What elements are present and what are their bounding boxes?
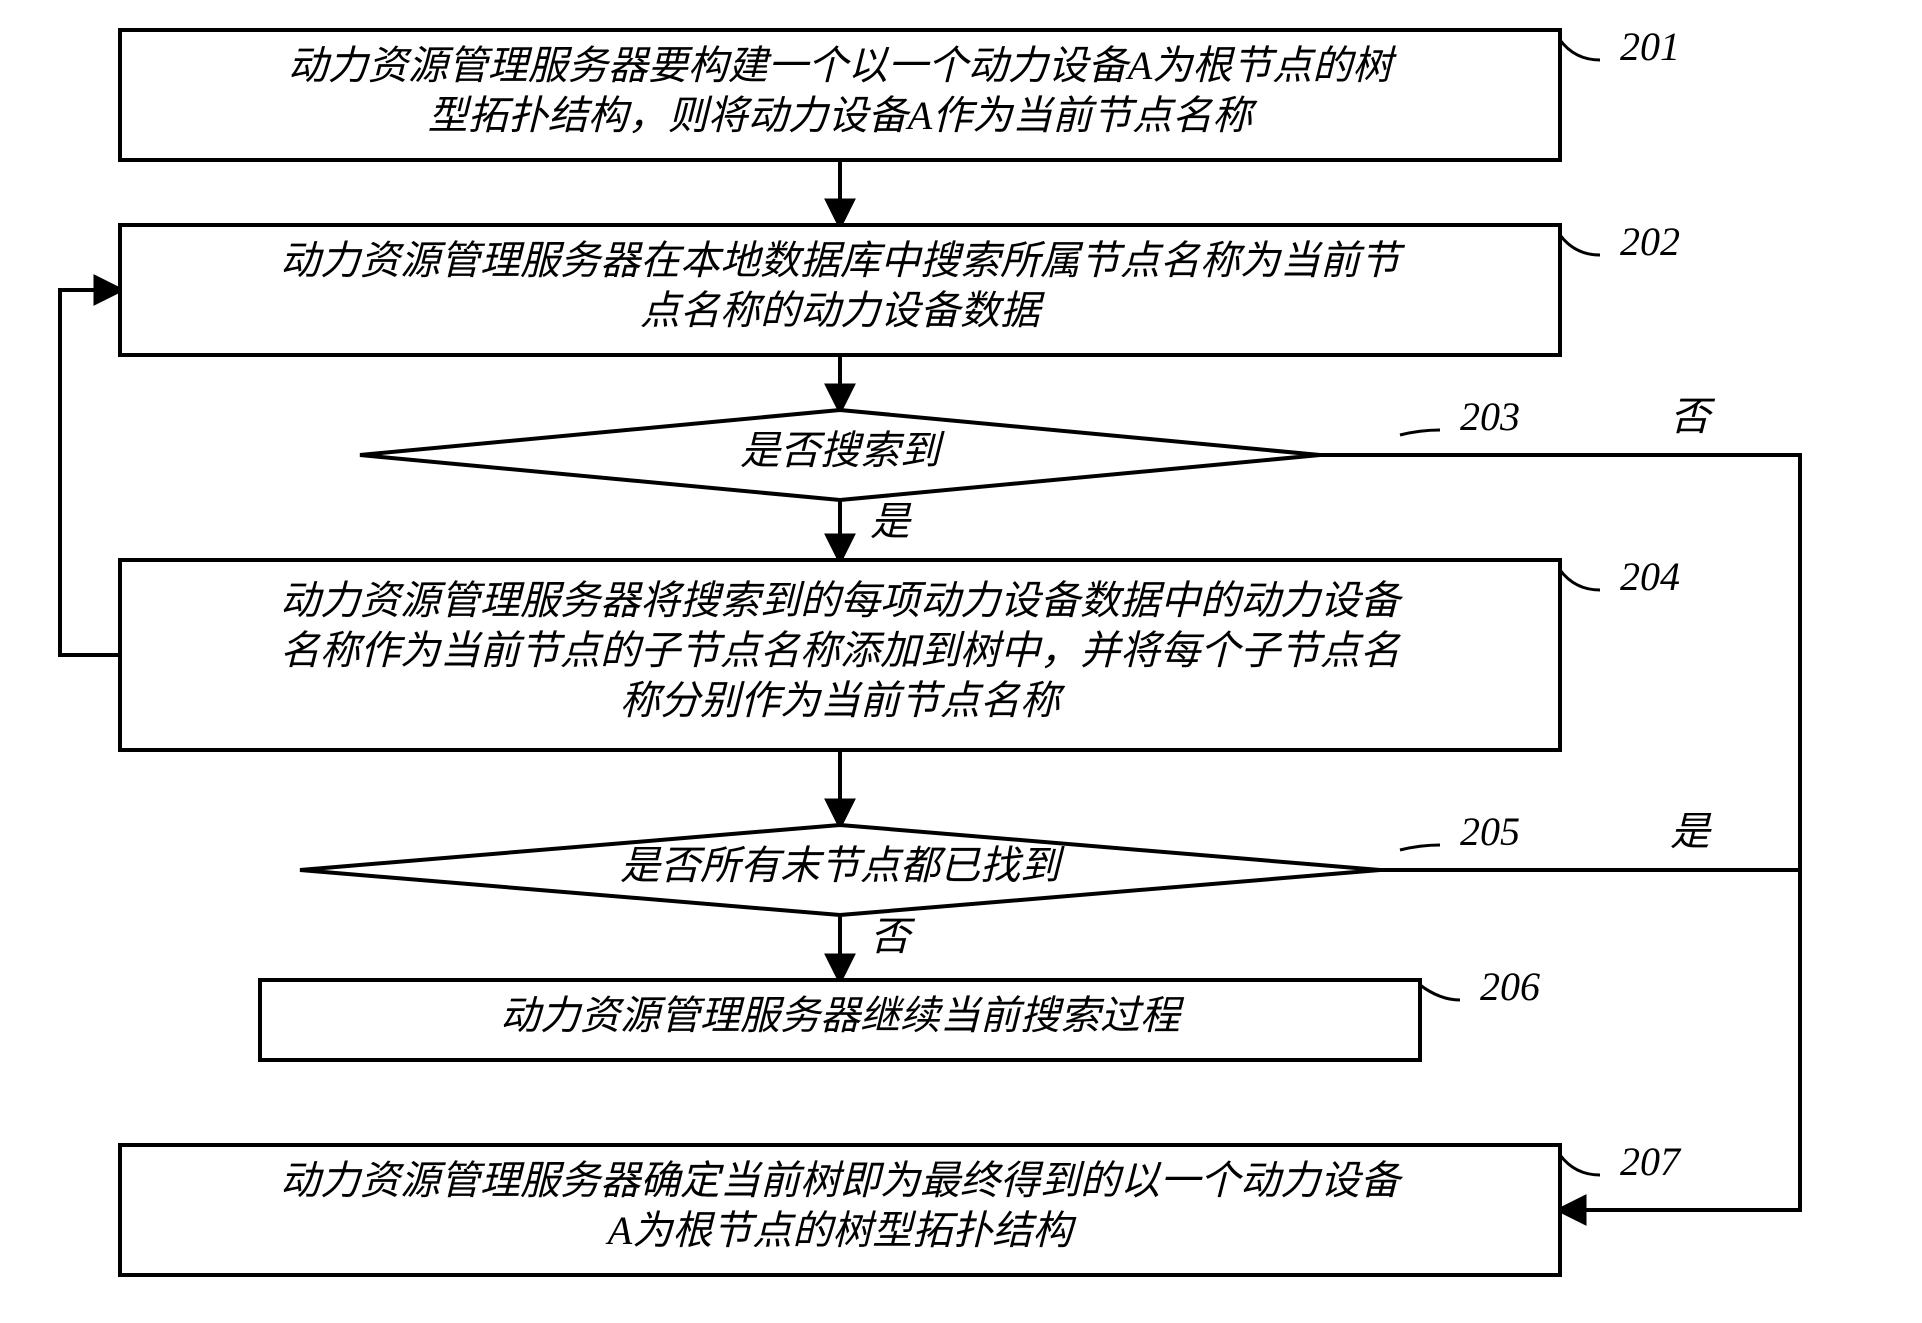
- ref-leader-1: [1560, 235, 1600, 255]
- ref-203: 203: [1460, 394, 1520, 439]
- svg-text:动力资源管理服务器将搜索到的每项动力设备数据中的动力设备: 动力资源管理服务器将搜索到的每项动力设备数据中的动力设备: [280, 578, 1404, 623]
- ref-206: 206: [1480, 964, 1540, 1009]
- svg-text:称分别作为当前节点名称: 称分别作为当前节点名称: [620, 678, 1066, 723]
- svg-text:点名称的动力设备数据: 点名称的动力设备数据: [640, 288, 1045, 333]
- svg-text:动力资源管理服务器继续当前搜索过程: 动力资源管理服务器继续当前搜索过程: [500, 993, 1185, 1038]
- ref-204: 204: [1620, 554, 1680, 599]
- s205-no-label: 否: [870, 914, 916, 959]
- s205-yes-label: 是: [1670, 809, 1712, 854]
- svg-text:动力资源管理服务器确定当前树即为最终得到的以一个动力设备: 动力资源管理服务器确定当前树即为最终得到的以一个动力设备: [280, 1158, 1404, 1203]
- ref-201: 201: [1620, 24, 1680, 69]
- s203-no-label: 否: [1670, 394, 1716, 439]
- edge-5: [60, 290, 120, 655]
- ref-leader-3: [1560, 570, 1600, 590]
- ref-205: 205: [1460, 809, 1520, 854]
- ref-leader-4: [1400, 845, 1440, 850]
- ref-leader-2: [1400, 430, 1440, 435]
- ref-207: 207: [1620, 1139, 1682, 1184]
- s203-yes-label: 是: [870, 499, 912, 544]
- ref-leader-6: [1560, 1155, 1600, 1175]
- svg-text:型拓扑结构，则将动力设备A作为当前节点名称: 型拓扑结构，则将动力设备A作为当前节点名称: [428, 93, 1258, 138]
- ref-leader-0: [1560, 40, 1600, 60]
- svg-text:动力资源管理服务器要构建一个以一个动力设备A为根节点的树: 动力资源管理服务器要构建一个以一个动力设备A为根节点的树: [288, 43, 1397, 88]
- ref-202: 202: [1620, 219, 1680, 264]
- svg-text:是否搜索到: 是否搜索到: [740, 428, 945, 473]
- svg-text:是否所有末节点都已找到: 是否所有末节点都已找到: [620, 843, 1065, 888]
- svg-text:动力资源管理服务器在本地数据库中搜索所属节点名称为当前节: 动力资源管理服务器在本地数据库中搜索所属节点名称为当前节: [280, 238, 1406, 283]
- svg-text:名称作为当前节点的子节点名称添加到树中，并将每个子节点名: 名称作为当前节点的子节点名称添加到树中，并将每个子节点名: [280, 628, 1401, 673]
- svg-text:A为根节点的树型拓扑结构: A为根节点的树型拓扑结构: [605, 1208, 1077, 1253]
- ref-leader-5: [1420, 985, 1460, 1000]
